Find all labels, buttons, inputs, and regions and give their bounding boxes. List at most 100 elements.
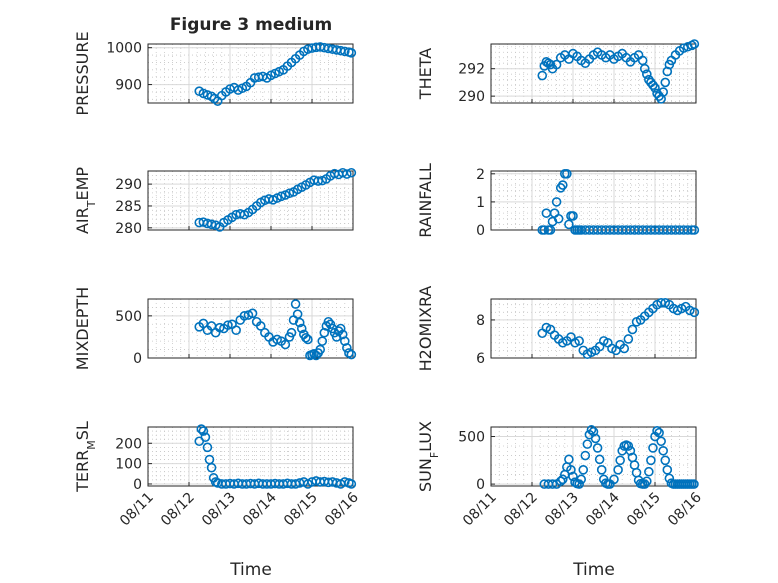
data-point <box>551 59 562 70</box>
data-point <box>574 336 584 346</box>
y-axis-label-6: H2OMIXRA <box>416 286 435 372</box>
x-tick-label: 08/11 <box>460 490 500 530</box>
y-tick-label: 290 <box>458 89 485 105</box>
data-point <box>619 343 630 354</box>
y-tick-label: 6 <box>476 351 485 367</box>
data-point <box>339 46 350 57</box>
x-axis-label-left: Time <box>229 560 272 580</box>
data-point <box>551 197 562 207</box>
data-point <box>596 465 607 475</box>
data-point <box>689 39 700 49</box>
x-tick-label: 08/16 <box>665 489 705 529</box>
data-point <box>547 479 558 489</box>
subplot-4: 0 1 2 RAINFALL <box>416 163 700 239</box>
data-point <box>685 305 695 316</box>
y-tick-label: 500 <box>115 309 142 325</box>
x-tick-label: 08/14 <box>583 489 623 529</box>
data-point <box>545 225 556 235</box>
data-point <box>202 442 213 453</box>
axes-frame <box>147 170 354 231</box>
y-tick-label: 900 <box>115 78 142 94</box>
data-point <box>255 321 266 331</box>
data-point <box>562 169 572 179</box>
data-point <box>592 443 603 453</box>
data-point <box>198 318 209 329</box>
data-point <box>198 426 209 436</box>
data-point <box>342 343 352 353</box>
data-point <box>656 436 666 447</box>
data-point <box>566 465 576 475</box>
data-point <box>557 180 568 190</box>
data-point <box>294 317 305 328</box>
y-tick-label: 2 <box>476 167 485 183</box>
data-point <box>586 425 597 435</box>
data-point <box>331 332 342 342</box>
data-point <box>580 450 591 461</box>
axes-frame <box>147 298 354 359</box>
axes-frame <box>490 43 697 104</box>
data-point <box>223 320 233 330</box>
data-point <box>206 462 217 473</box>
subplot-5: 0 500 MIXDEPTH <box>73 287 357 370</box>
data-point <box>539 225 550 235</box>
data-point <box>198 88 209 99</box>
x-tick-label: 08/12 <box>158 490 198 530</box>
y-tick-label: 1000 <box>106 41 142 57</box>
subplot-6: 6 8 H2OMIXRA <box>416 286 700 372</box>
y-tick-label: 0 <box>133 477 142 493</box>
data-point <box>290 299 301 309</box>
y-tick-label: 0 <box>476 223 485 239</box>
data-point <box>342 169 352 179</box>
data-point <box>689 225 700 235</box>
subplot-7: 0 100 200 TERRMSL 08/11 08/12 08/13 08/14 08/15 0… <box>73 421 362 529</box>
data-point <box>286 327 297 338</box>
data-point <box>625 445 636 456</box>
y-tick-label: 8 <box>476 313 485 329</box>
data-point <box>339 477 350 487</box>
data-point <box>301 332 311 343</box>
y-axis-label-1: PRESSURE <box>73 31 92 115</box>
x-tick-label: 08/16 <box>322 489 362 529</box>
y-axis-label-8: SUNFLUX <box>416 421 441 492</box>
y-tick-label: 280 <box>115 221 142 237</box>
data-point <box>276 191 287 202</box>
data-point <box>652 426 662 436</box>
x-tick-label: 08/13 <box>542 490 582 530</box>
y-tick-label: 285 <box>115 199 142 215</box>
data-point <box>662 465 673 475</box>
subplot-3: 280 285 290 AIRTEMP <box>73 167 357 237</box>
y-tick-label: 200 <box>115 436 142 452</box>
data-point <box>564 219 574 230</box>
data-point <box>682 225 693 235</box>
x-tick-label: 08/12 <box>501 490 541 530</box>
y-tick-label: 100 <box>115 457 142 473</box>
data-point <box>346 48 357 58</box>
data-point <box>644 466 654 477</box>
data-point <box>594 454 605 465</box>
data-point <box>239 311 250 321</box>
data-point <box>247 308 258 319</box>
data-point <box>576 474 587 485</box>
data-point <box>568 471 578 482</box>
plot-area <box>147 43 354 104</box>
data-point <box>646 455 656 466</box>
data-point <box>582 439 593 449</box>
data-point <box>654 427 664 438</box>
data-point <box>196 424 207 434</box>
subplot-8: 0 500 SUNFLUX 08/11 08/12 08/13 08/14 08/15 08/1… <box>416 421 705 529</box>
data-point <box>658 445 669 456</box>
y-tick-label: 1 <box>476 195 485 211</box>
y-axis-label-4: RAINFALL <box>416 163 435 238</box>
axes-frame <box>490 298 697 359</box>
subplot-1: 900 1000 PRESSURE <box>73 31 357 116</box>
y-axis-label-5: MIXDEPTH <box>73 287 92 370</box>
data-point <box>323 316 334 327</box>
data-point <box>660 455 671 466</box>
data-point <box>346 479 357 489</box>
data-point <box>344 348 354 358</box>
data-point <box>574 479 584 489</box>
data-point <box>296 323 307 334</box>
plot-area <box>147 426 354 487</box>
data-point <box>564 454 574 465</box>
